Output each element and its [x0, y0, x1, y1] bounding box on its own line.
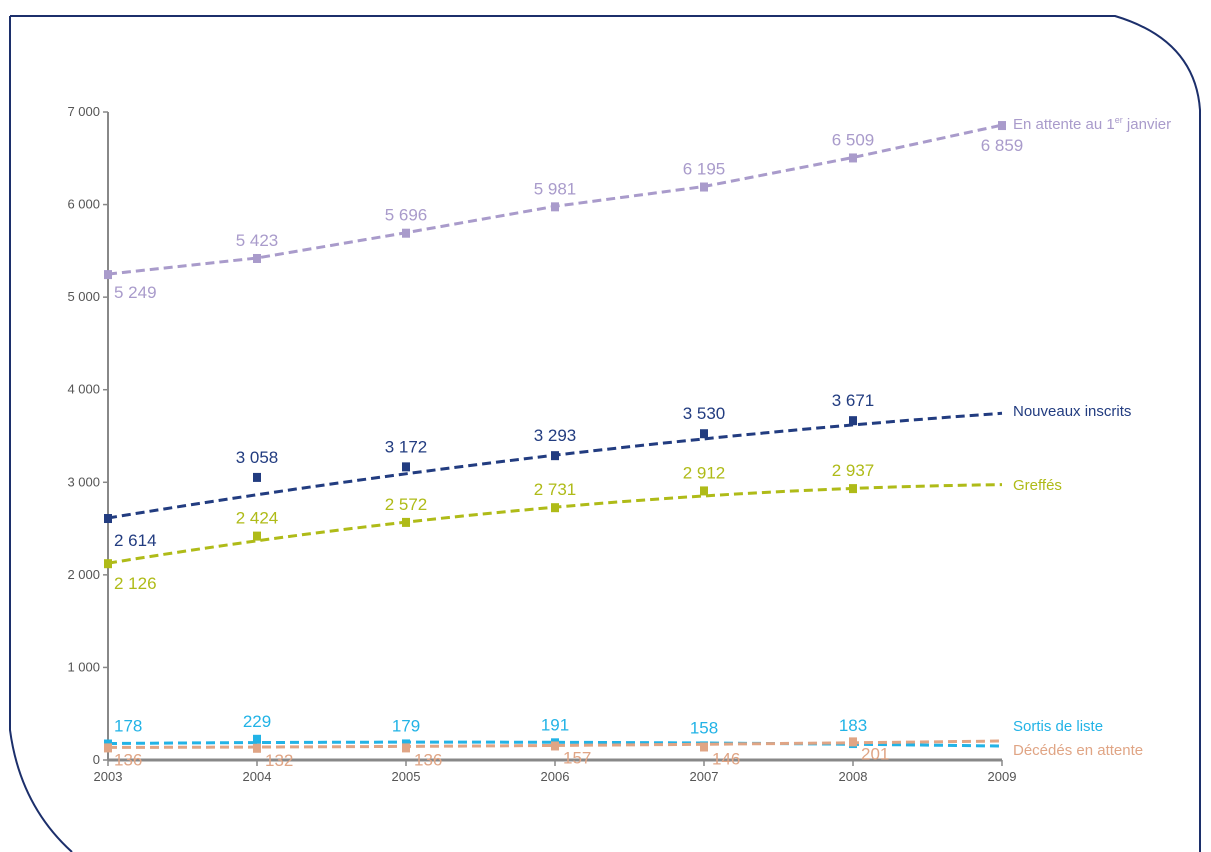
- x-tick-label: 2009: [988, 769, 1017, 784]
- data-label: 158: [690, 718, 718, 737]
- legend-greffes: Greffés: [1013, 477, 1062, 494]
- x-tick-label: 2008: [839, 769, 868, 784]
- data-label: 201: [861, 744, 889, 763]
- data-label: 2 912: [683, 463, 726, 482]
- data-point: [104, 743, 112, 753]
- data-point: [402, 743, 410, 753]
- x-tick-label: 2004: [243, 769, 272, 784]
- data-point: [253, 531, 261, 541]
- data-point: [551, 741, 559, 751]
- data-label: 3 671: [832, 391, 875, 410]
- x-tick-label: 2005: [392, 769, 421, 784]
- data-point: [700, 182, 708, 192]
- data-point: [253, 734, 261, 744]
- data-label: 6 509: [832, 130, 875, 149]
- data-label: 2 572: [385, 495, 428, 514]
- data-label: 146: [712, 749, 740, 768]
- y-tick-label: 7 000: [67, 104, 100, 119]
- data-label: 5 423: [236, 231, 279, 250]
- data-point: [551, 202, 559, 212]
- data-point: [104, 514, 112, 524]
- data-point: [700, 429, 708, 439]
- data-point: [253, 253, 261, 263]
- legend-sortis-de-liste: Sortis de liste: [1013, 718, 1103, 735]
- data-label: 178: [114, 717, 142, 736]
- y-tick-label: 4 000: [67, 382, 100, 397]
- y-tick-label: 1 000: [67, 659, 100, 674]
- data-label: 132: [265, 751, 293, 770]
- data-point: [700, 742, 708, 752]
- y-tick-label: 0: [93, 752, 100, 767]
- data-point: [104, 270, 112, 280]
- y-axis-ticks: 0 1 000 2 000 3 000 4 000 5 000 6 000 7 000: [67, 104, 108, 767]
- x-axis-ticks: 2003 2004 2005 2006 2007 2008 2009: [94, 760, 1017, 784]
- data-label: 136: [114, 750, 142, 769]
- data-label: 3 293: [534, 426, 577, 445]
- data-point: [849, 153, 857, 163]
- series-line: [107, 739, 1003, 749]
- data-point: [849, 416, 857, 426]
- data-label: 5 249: [114, 283, 157, 302]
- data-point: [700, 486, 708, 496]
- data-label: 3 058: [236, 448, 279, 467]
- legend-decedes-en-attente: Décédés en attente: [1013, 742, 1143, 759]
- y-tick-label: 3 000: [67, 474, 100, 489]
- x-tick-label: 2003: [94, 769, 123, 784]
- data-point: [551, 451, 559, 461]
- data-label: 229: [243, 712, 271, 731]
- data-label: 3 172: [385, 437, 428, 456]
- legend-en-attente: En attente au 1er janvier: [1013, 115, 1171, 133]
- y-tick-label: 5 000: [67, 289, 100, 304]
- data-point: [253, 743, 261, 753]
- x-tick-label: 2006: [541, 769, 570, 784]
- data-point: [551, 503, 559, 513]
- series-layer: 5 249 5 423 5 696 5 981 6 195 6 509 6 859 2 614…: [104, 121, 1023, 770]
- data-point: [253, 472, 261, 482]
- data-label: 6 195: [683, 160, 726, 179]
- data-label: 3 530: [683, 404, 726, 423]
- data-label: 2 614: [114, 531, 157, 550]
- data-point: [849, 737, 857, 747]
- data-point: [849, 484, 857, 494]
- data-label: 5 981: [534, 179, 577, 198]
- y-tick-label: 2 000: [67, 567, 100, 582]
- data-label: 2 731: [534, 480, 577, 499]
- data-label: 183: [839, 716, 867, 735]
- data-label: 136: [414, 750, 442, 769]
- data-label: 157: [563, 748, 591, 767]
- data-label: 179: [392, 716, 420, 735]
- data-point: [402, 462, 410, 472]
- data-label: 2 937: [832, 461, 875, 480]
- data-label: 2 126: [114, 574, 157, 593]
- data-label: 6 859: [981, 136, 1024, 155]
- x-tick-label: 2007: [690, 769, 719, 784]
- data-label: 191: [541, 715, 569, 734]
- data-point: [402, 517, 410, 527]
- y-tick-label: 6 000: [67, 197, 100, 212]
- data-point: [104, 559, 112, 569]
- data-label: 2 424: [236, 509, 279, 528]
- frame-border: [9, 15, 1201, 852]
- data-point: [998, 121, 1006, 131]
- data-label: 5 696: [385, 206, 428, 225]
- legend-nouveaux-inscrits: Nouveaux inscrits: [1013, 403, 1131, 420]
- data-point: [402, 228, 410, 238]
- series-line: [107, 740, 1003, 748]
